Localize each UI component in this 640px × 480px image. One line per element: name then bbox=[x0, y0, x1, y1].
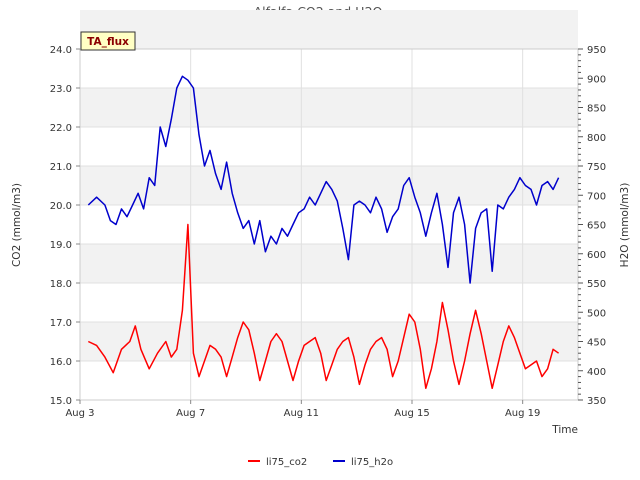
x-axis: Aug 3 Aug 7 Aug 11 Aug 15 Aug 19 bbox=[65, 400, 540, 419]
y-tick-label-right: 750 bbox=[587, 162, 606, 173]
y-tick-label-left: 19.0 bbox=[50, 240, 72, 251]
y-axis-right: 350 400 450 500 550 600 650 700 750 800 850 900 950 bbox=[578, 45, 606, 407]
legend: li75_co2 li75_h2o bbox=[248, 457, 393, 468]
y-tick-label-left: 21.0 bbox=[50, 162, 72, 173]
series-line-li75_co2 bbox=[87, 223, 560, 390]
y-tick-label-right: 950 bbox=[587, 45, 606, 56]
y-tick-label-right: 850 bbox=[587, 104, 606, 115]
y-tick-label-right: 400 bbox=[587, 367, 606, 378]
x-tick-label: Aug 19 bbox=[505, 408, 540, 419]
plot-band bbox=[80, 244, 578, 283]
y-tick-label-left: 20.0 bbox=[50, 201, 72, 212]
x-tick-label: Aug 3 bbox=[65, 408, 94, 419]
y-tick-label-right: 600 bbox=[587, 250, 606, 261]
y-tick-label-right: 350 bbox=[587, 396, 606, 407]
y-axis-left-label: CO2 (mmol/m3) bbox=[11, 183, 23, 267]
x-tick-label: Aug 11 bbox=[284, 408, 319, 419]
y-tick-label-right: 550 bbox=[587, 279, 606, 290]
x-tick-label: Aug 7 bbox=[176, 408, 205, 419]
y-tick-label-left: 17.0 bbox=[50, 318, 72, 329]
x-tick-label: Aug 15 bbox=[394, 408, 429, 419]
legend-label-li75_h2o: li75_h2o bbox=[351, 457, 393, 468]
y-tick-label-left: 23.0 bbox=[50, 84, 72, 95]
y-tick-label-left: 15.0 bbox=[50, 396, 72, 407]
y-tick-label-right: 500 bbox=[587, 308, 606, 319]
series-layer bbox=[87, 75, 560, 390]
y-tick-label-right: 800 bbox=[587, 133, 606, 144]
y-tick-label-right: 650 bbox=[587, 221, 606, 232]
y-tick-label-left: 24.0 bbox=[50, 45, 72, 56]
y-tick-label-right: 450 bbox=[587, 338, 606, 349]
x-axis-label: Time bbox=[551, 424, 578, 436]
y-axis-left: 15.0 16.0 17.0 18.0 19.0 20.0 21.0 22.0 23.0 24.0 bbox=[50, 45, 80, 407]
plot-band bbox=[80, 10, 578, 49]
ta-flux-badge-text: TA_flux bbox=[87, 36, 129, 48]
y-tick-label-right: 700 bbox=[587, 191, 606, 202]
plot-background bbox=[80, 10, 578, 400]
y-tick-label-left: 18.0 bbox=[50, 279, 72, 290]
plot-band bbox=[80, 88, 578, 127]
y-axis-right-label: H2O (mmol/m3) bbox=[619, 183, 631, 268]
ta-flux-badge: TA_flux bbox=[80, 31, 136, 51]
plot-band bbox=[80, 322, 578, 361]
y-tick-label-right: 900 bbox=[587, 74, 606, 85]
y-tick-label-left: 16.0 bbox=[50, 357, 72, 368]
legend-label-li75_co2: li75_co2 bbox=[266, 457, 307, 468]
series-line-li75_h2o bbox=[87, 75, 560, 284]
y-tick-label-left: 22.0 bbox=[50, 123, 72, 134]
